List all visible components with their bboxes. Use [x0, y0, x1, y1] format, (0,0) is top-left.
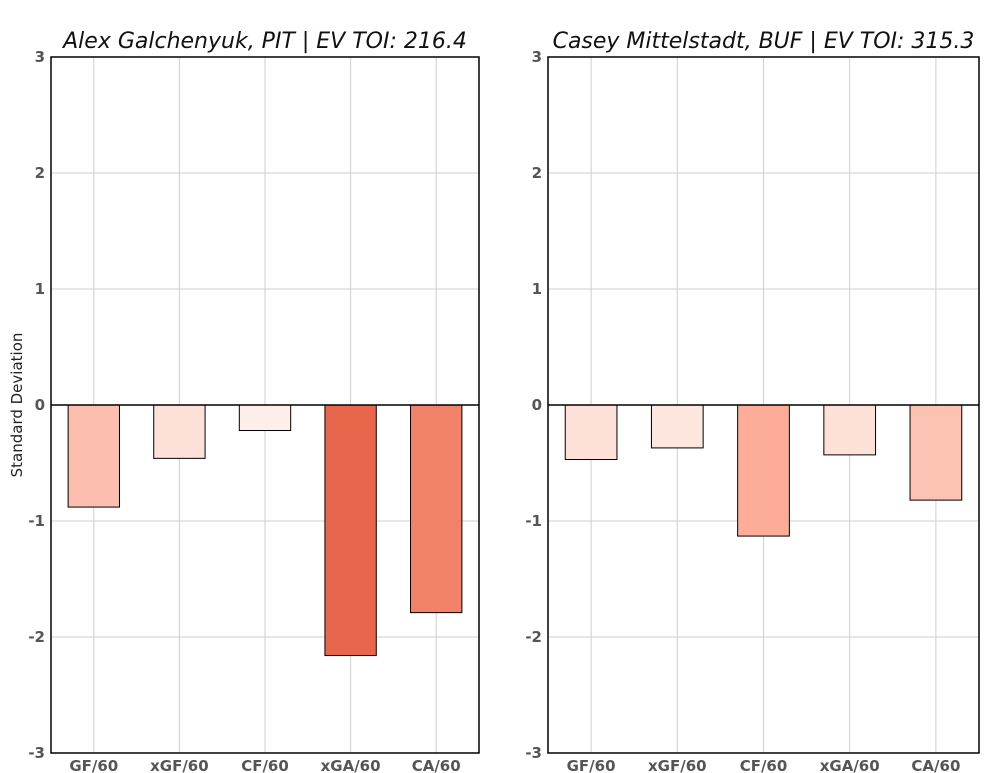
bar-gf-per-60 — [67, 404, 120, 508]
y-tick-label: -1 — [525, 512, 542, 530]
y-tick-label: 2 — [532, 164, 542, 182]
bar-xgf-per-60 — [153, 404, 206, 459]
x-tick-label: xGF/60 — [150, 757, 209, 773]
y-tick-label: 1 — [35, 280, 45, 298]
y-tick-label: -3 — [28, 744, 45, 762]
bar-ca-per-60 — [410, 404, 463, 614]
bar-cf-per-60 — [238, 404, 292, 432]
chart-panel-left: Alex Galchenyuk, PIT | EV TOI: 216.4 -3 -2… — [28, 29, 480, 773]
y-tick-label: 0 — [35, 396, 45, 414]
bar-ca-per-60 — [909, 404, 963, 501]
y-tick-label: -2 — [525, 628, 542, 646]
plot-frame — [50, 56, 480, 754]
plot-frame — [547, 56, 980, 754]
bar-cf-per-60 — [737, 404, 790, 537]
y-tick-label: -2 — [28, 628, 45, 646]
x-tick-label: GF/60 — [69, 757, 118, 773]
y-tick-label: -1 — [28, 512, 45, 530]
x-tick-label: CF/60 — [740, 757, 788, 773]
x-tick-label: xGA/60 — [321, 757, 381, 773]
chart-panel-right: Casey Mittelstadt, BUF | EV TOI: 315.3 -3… — [525, 29, 980, 773]
bar-xga-per-60 — [823, 404, 877, 456]
chart-title: Alex Galchenyuk, PIT | EV TOI: 216.4 — [61, 29, 467, 54]
y-tick-label: 3 — [532, 48, 542, 66]
bar-xgf-per-60 — [650, 404, 704, 449]
x-tick-label: xGA/60 — [820, 757, 880, 773]
y-tick-label: 0 — [532, 396, 542, 414]
x-tick-label: GF/60 — [567, 757, 616, 773]
x-tick-label: CA/60 — [911, 757, 960, 773]
bar-gf-per-60 — [564, 404, 618, 461]
x-tick-label: xGF/60 — [648, 757, 707, 773]
y-tick-label: 1 — [532, 280, 542, 298]
y-tick-label: 2 — [35, 164, 45, 182]
x-tick-label: CA/60 — [412, 757, 461, 773]
chart-title: Casey Mittelstadt, BUF | EV TOI: 315.3 — [553, 29, 975, 54]
bar-xga-per-60 — [324, 404, 377, 657]
x-tick-label: CF/60 — [241, 757, 289, 773]
y-tick-label: 3 — [35, 48, 45, 66]
y-axis-label: Standard Deviation — [8, 333, 26, 478]
y-tick-label: -3 — [525, 744, 542, 762]
